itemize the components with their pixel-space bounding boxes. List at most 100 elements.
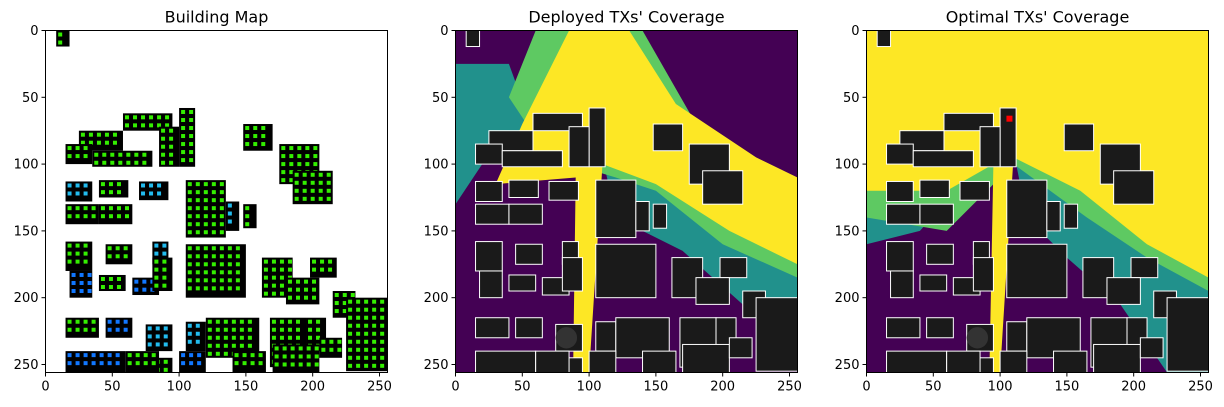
receiver-dot — [127, 361, 132, 366]
building — [1130, 257, 1159, 279]
receiver-dot — [75, 251, 80, 256]
receiver-dot — [337, 339, 342, 344]
receiver-dot — [195, 331, 200, 336]
receiver-dot — [124, 123, 129, 128]
receiver-dot — [356, 331, 361, 336]
receiver-dot — [231, 343, 236, 348]
receiver-dot — [104, 140, 109, 145]
y-tick-label: 250 — [14, 358, 39, 373]
receiver-dot — [83, 206, 88, 211]
building — [475, 143, 503, 165]
receiver-dot — [348, 355, 353, 360]
receiver-dot — [348, 299, 353, 304]
receiver-dot — [245, 126, 250, 131]
receiver-dot — [281, 178, 286, 183]
building — [959, 180, 990, 201]
x-tick-label: 100 — [577, 380, 602, 395]
receiver-dot — [143, 361, 148, 366]
receiver-dot — [274, 354, 279, 359]
axes-frame — [866, 30, 1209, 373]
building — [642, 350, 677, 373]
receiver-dot — [169, 160, 174, 165]
receiver-dot — [169, 144, 174, 149]
receiver-dot — [308, 327, 313, 332]
building — [475, 180, 503, 202]
building — [876, 30, 892, 48]
receiver-dot — [215, 335, 220, 340]
receiver-dot — [189, 134, 194, 139]
y-tick-label: 250 — [424, 358, 449, 373]
receiver-dot — [342, 293, 347, 298]
receiver-dot — [161, 136, 166, 141]
receiver-dot — [287, 287, 292, 292]
receiver-dot — [334, 293, 339, 298]
receiver-dot — [364, 323, 369, 328]
receiver-dot — [149, 115, 154, 120]
receiver-dot — [318, 196, 323, 201]
receiver-dot — [253, 134, 258, 139]
receiver-dot — [290, 362, 295, 367]
receiver-dot — [79, 272, 84, 277]
receiver-dot — [100, 214, 105, 219]
receiver-dot — [302, 196, 307, 201]
receiver-dot — [100, 206, 105, 211]
receiver-dot — [274, 346, 279, 351]
receiver-dot — [142, 287, 147, 292]
receiver-dot — [211, 198, 216, 203]
receiver-dot — [211, 190, 216, 195]
receiver-dot — [161, 128, 166, 133]
building — [515, 243, 543, 265]
receiver-dot — [141, 183, 146, 188]
receiver-dot — [108, 276, 113, 281]
receiver-dot — [282, 354, 287, 359]
receiver-dot — [181, 158, 186, 163]
receiver-dot — [215, 327, 220, 332]
receiver-dot — [154, 251, 159, 256]
receiver-dot — [99, 361, 104, 366]
receiver-dot — [356, 355, 361, 360]
receiver-dot — [380, 339, 385, 344]
receiver-dot — [163, 367, 168, 372]
receiver-dot — [312, 287, 317, 292]
receiver-dot — [157, 115, 162, 120]
receiver-dot — [281, 162, 286, 167]
building — [568, 126, 590, 168]
building — [535, 350, 570, 373]
receiver-dot — [195, 214, 200, 219]
receiver-dot — [162, 259, 167, 264]
circular-building — [555, 327, 578, 349]
receiver-dot — [67, 327, 72, 332]
receiver-dot — [203, 182, 208, 187]
receiver-dot — [287, 279, 292, 284]
receiver-dot — [312, 259, 317, 264]
building — [475, 241, 503, 272]
receiver-dot — [91, 353, 96, 358]
receiver-dot — [211, 270, 216, 275]
building — [728, 337, 753, 359]
receiver-dot — [80, 132, 85, 137]
receiver-dot — [115, 254, 120, 259]
receiver-dot — [310, 196, 315, 201]
x-tick-label: 200 — [300, 380, 325, 395]
building — [1006, 179, 1048, 239]
receiver-dot — [75, 191, 80, 196]
receiver-dot — [372, 307, 377, 312]
receiver-dot — [187, 214, 192, 219]
receiver-dot — [211, 286, 216, 291]
receiver-dot — [372, 323, 377, 328]
receiver-dot — [380, 355, 385, 360]
building — [65, 317, 99, 338]
receiver-dot — [134, 279, 139, 284]
receiver-dot — [195, 206, 200, 211]
receiver-dot — [187, 182, 192, 187]
receiver-dot — [282, 346, 287, 351]
receiver-dot — [91, 214, 96, 219]
receiver-dot — [321, 339, 326, 344]
receiver-dot — [261, 126, 266, 131]
receiver-dot — [142, 279, 147, 284]
receiver-dot — [314, 354, 319, 359]
receiver-dot — [253, 126, 258, 131]
receiver-dot — [227, 278, 232, 283]
building — [508, 179, 539, 198]
